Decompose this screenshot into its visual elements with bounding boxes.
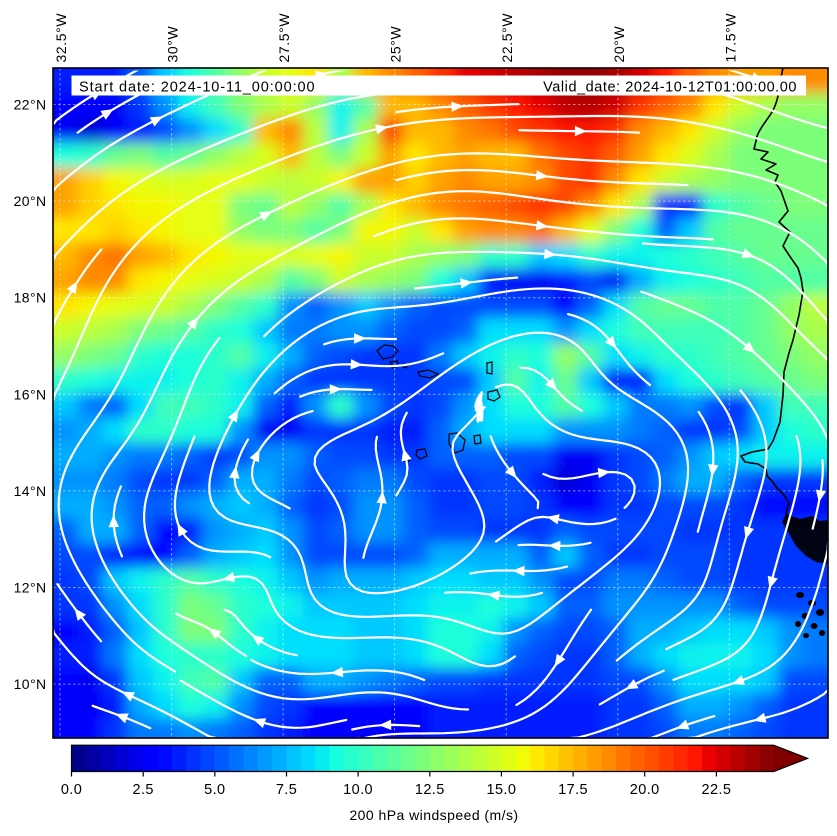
svg-text:14°N: 14°N [14, 483, 47, 499]
svg-text:20°N: 20°N [14, 193, 47, 209]
svg-text:12.5: 12.5 [415, 782, 445, 798]
svg-text:12°N: 12°N [14, 580, 47, 596]
svg-text:Start date: 2024-10-11_00:00:0: Start date: 2024-10-11_00:00:00 [79, 80, 315, 96]
svg-text:32.5°W: 32.5°W [53, 13, 69, 63]
svg-text:2.5: 2.5 [133, 782, 154, 798]
svg-text:10.0: 10.0 [343, 782, 373, 798]
svg-text:22.5°W: 22.5°W [499, 13, 515, 63]
svg-text:30°W: 30°W [165, 26, 181, 63]
svg-text:25°W: 25°W [388, 26, 404, 63]
svg-text:10°N: 10°N [14, 676, 47, 692]
svg-text:15.0: 15.0 [486, 782, 516, 798]
svg-text:5.0: 5.0 [204, 782, 225, 798]
svg-text:17.5°W: 17.5°W [722, 13, 738, 63]
svg-text:20°W: 20°W [611, 26, 627, 63]
svg-text:200 hPa windspeed (m/s): 200 hPa windspeed (m/s) [349, 807, 518, 823]
svg-text:22°N: 22°N [14, 97, 47, 113]
svg-text:20.0: 20.0 [630, 782, 660, 798]
svg-text:7.5: 7.5 [276, 782, 297, 798]
svg-text:27.5°W: 27.5°W [276, 13, 292, 63]
svg-text:Valid_date: 2024-10-12T01:00:0: Valid_date: 2024-10-12T01:00:00.00 [543, 80, 797, 96]
svg-text:18°N: 18°N [14, 290, 47, 306]
svg-text:0.0: 0.0 [61, 782, 82, 798]
svg-text:22.5: 22.5 [701, 782, 731, 798]
svg-text:17.5: 17.5 [558, 782, 588, 798]
svg-text:16°N: 16°N [14, 386, 47, 402]
